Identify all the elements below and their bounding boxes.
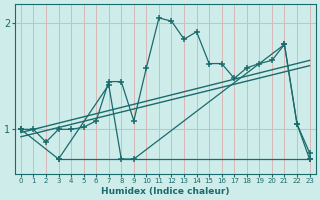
X-axis label: Humidex (Indice chaleur): Humidex (Indice chaleur) xyxy=(101,187,229,196)
